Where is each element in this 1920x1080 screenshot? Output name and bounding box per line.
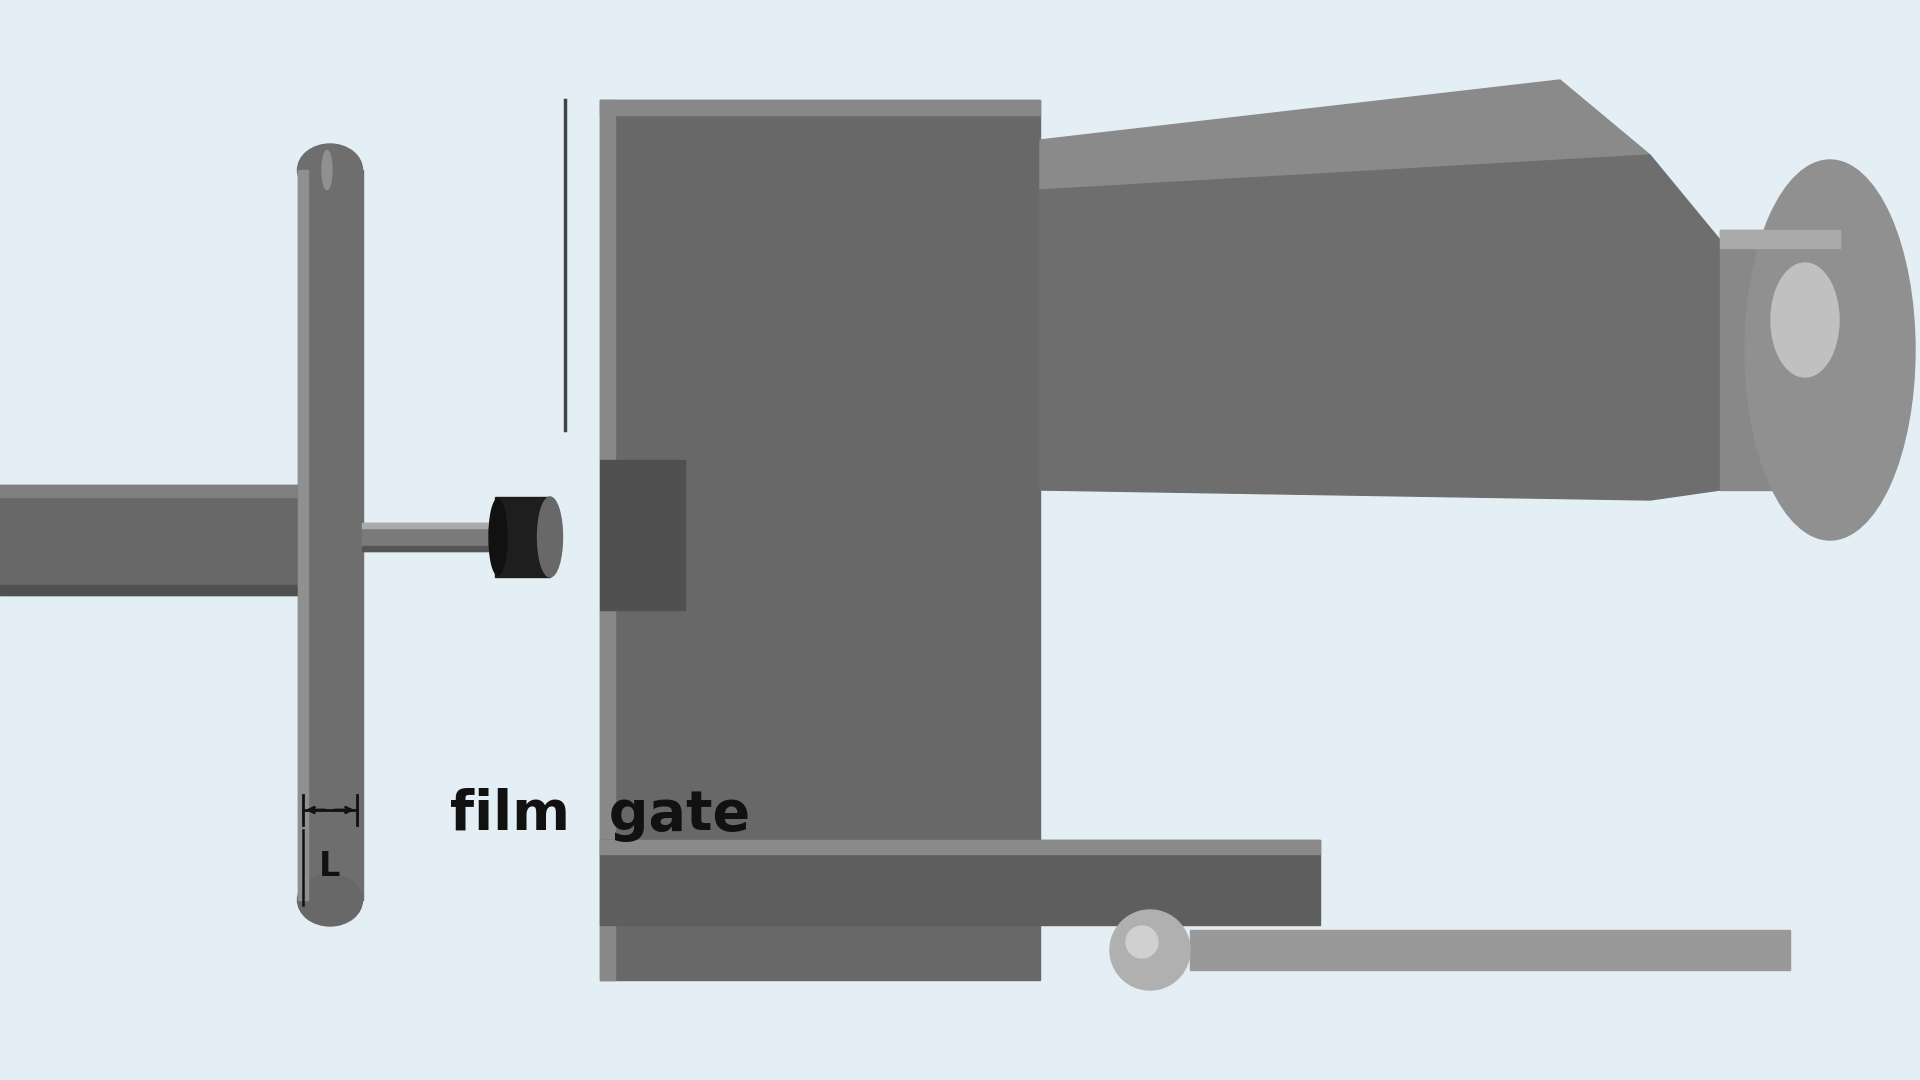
Ellipse shape	[538, 497, 563, 577]
Bar	[0, 485, 330, 497]
Bar	[1720, 230, 1839, 490]
Ellipse shape	[298, 874, 363, 926]
Bar	[599, 460, 685, 610]
Ellipse shape	[1125, 926, 1158, 958]
Bar	[1720, 230, 1839, 248]
Bar	[298, 170, 307, 900]
Ellipse shape	[1745, 160, 1914, 540]
Ellipse shape	[1110, 910, 1190, 990]
Bar	[1190, 930, 1789, 970]
Bar	[599, 840, 1321, 924]
Bar	[298, 170, 363, 900]
Polygon shape	[1041, 156, 1720, 500]
Bar	[363, 523, 536, 528]
Polygon shape	[599, 100, 1041, 980]
Text: film  gate: film gate	[449, 788, 751, 842]
Ellipse shape	[490, 499, 507, 575]
Bar	[363, 523, 536, 551]
Bar	[599, 100, 614, 980]
Bar	[0, 485, 330, 595]
Ellipse shape	[298, 144, 363, 195]
Bar	[599, 840, 1321, 854]
Polygon shape	[1041, 80, 1649, 190]
Bar	[363, 546, 536, 551]
Bar	[0, 585, 330, 595]
Bar	[599, 100, 1041, 114]
Text: L: L	[319, 850, 340, 883]
Bar	[495, 497, 549, 577]
Ellipse shape	[323, 150, 332, 189]
Ellipse shape	[1770, 264, 1839, 377]
